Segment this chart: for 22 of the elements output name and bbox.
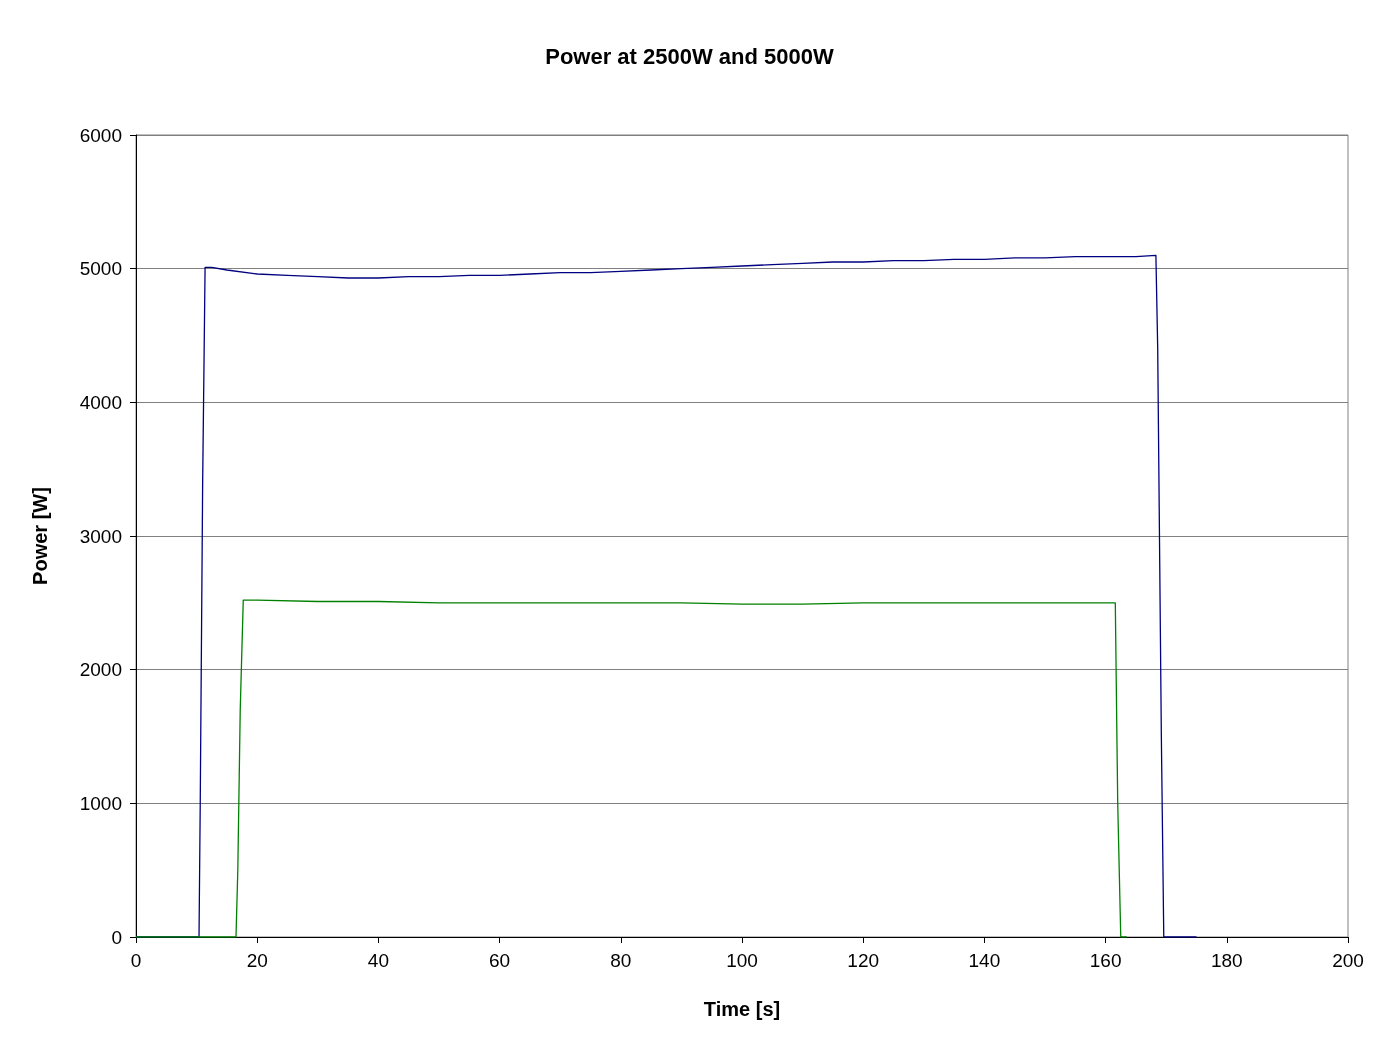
x-tick-label: 20	[246, 950, 268, 971]
y-axis-title: Power [W]	[29, 487, 51, 585]
y-tick-label: 4000	[79, 391, 122, 413]
x-tick-label: 180	[1210, 950, 1243, 971]
x-tick-label: 80	[610, 950, 632, 971]
x-axis-title: Time [s]	[703, 998, 781, 1020]
x-tick-label: 60	[489, 950, 511, 971]
x-tick-label: 0	[130, 950, 142, 971]
y-tick-label: 2000	[79, 659, 122, 681]
y-tick-label: 1000	[79, 792, 122, 814]
y-tick-label: 6000	[79, 124, 122, 146]
x-tick-label: 40	[367, 950, 389, 971]
x-tick-label: 100	[726, 950, 758, 971]
x-tick-label: 200	[1332, 950, 1364, 971]
x-tick-label: 160	[1089, 950, 1122, 971]
line-series	[135, 599, 1128, 938]
y-tick-label: 0	[111, 926, 122, 948]
x-tick-label: 120	[847, 950, 880, 971]
y-tick-label: 5000	[79, 258, 122, 280]
x-tick-label: 140	[968, 950, 1001, 971]
chart-title: Power at 2500W and 5000W	[545, 43, 835, 69]
y-tick-label: 3000	[79, 525, 122, 547]
